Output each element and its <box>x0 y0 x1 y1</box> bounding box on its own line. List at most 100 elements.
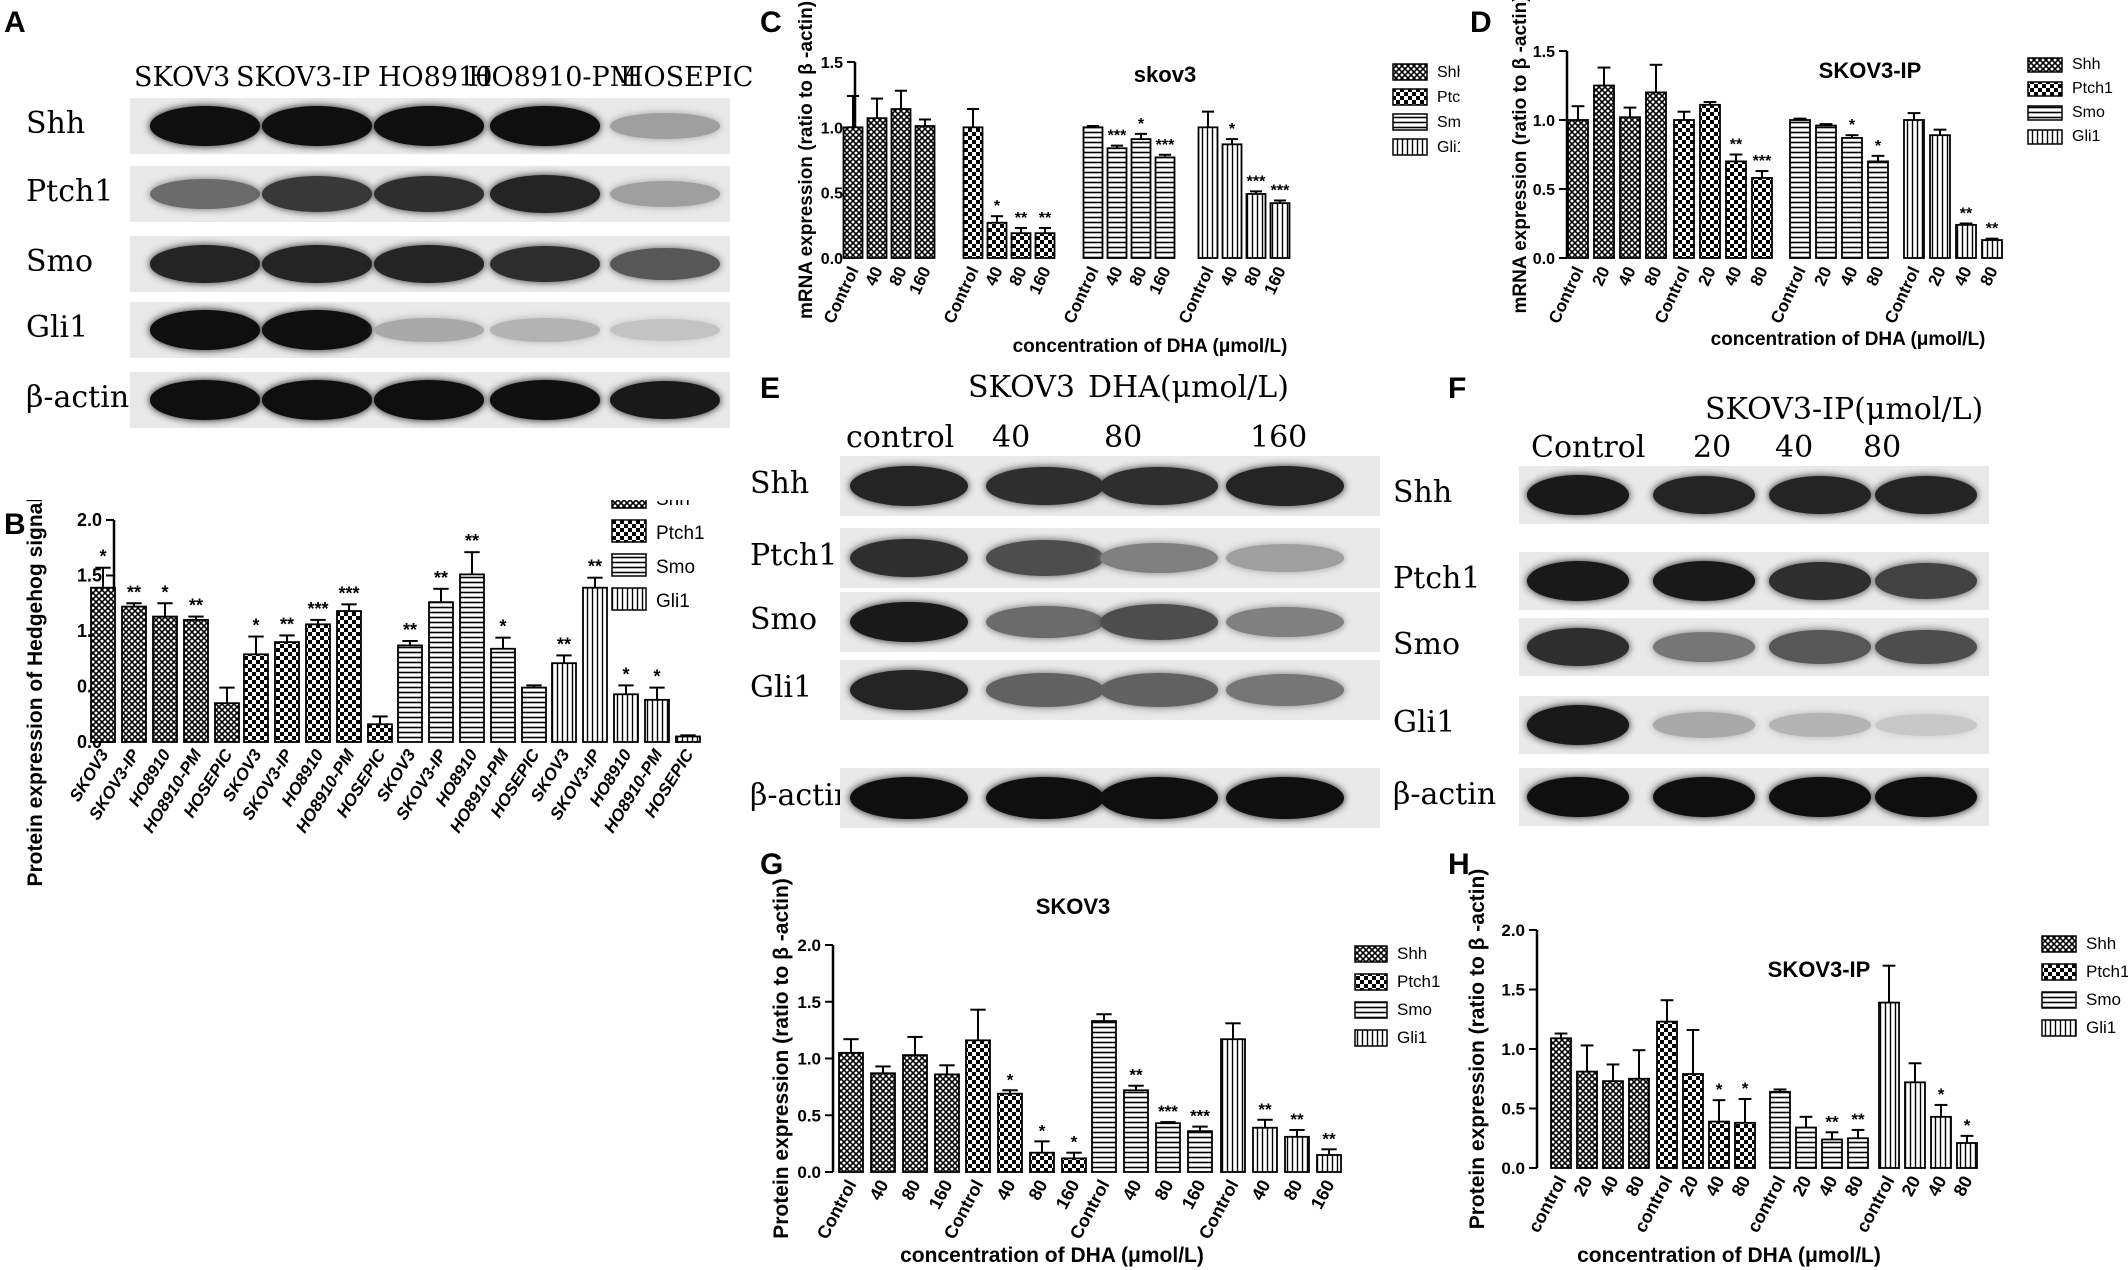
bar <box>521 686 547 743</box>
significance-label: ** <box>1986 221 1999 238</box>
significance-label: *** <box>1271 183 1290 200</box>
blot-strip <box>840 660 1380 720</box>
significance-label: ** <box>1322 1129 1336 1148</box>
blot-strip <box>1519 768 1989 826</box>
significance-label: ** <box>1730 137 1743 154</box>
bar <box>1815 124 1837 259</box>
x-tick-label: 20 <box>1675 1172 1702 1199</box>
blot-band <box>262 380 372 420</box>
blot-band <box>150 178 260 210</box>
y-tick-label: 2.0 <box>797 936 821 955</box>
x-tick-label: Control <box>813 1176 861 1242</box>
bar <box>1656 1020 1678 1169</box>
legend-label: Ptch1 <box>1397 972 1440 991</box>
x-tick-label: Control <box>1545 264 1588 327</box>
blot-band <box>1653 712 1755 738</box>
significance-label: * <box>1071 1133 1078 1152</box>
panel-label-h: H <box>1448 848 1470 881</box>
significance-label: * <box>1964 1116 1971 1135</box>
blot-band <box>1226 544 1344 572</box>
panel-label-b: B <box>4 508 26 541</box>
y-tick-label: 1.0 <box>1501 1040 1525 1059</box>
bar <box>1725 160 1747 259</box>
blot-band <box>262 245 372 283</box>
blot-strip <box>1519 466 1989 524</box>
x-tick-label: 80 <box>897 1176 924 1203</box>
y-tick-label: 1.5 <box>1533 44 1555 61</box>
legend-label: Smo <box>2072 104 2105 121</box>
lane-label: 40 <box>1775 430 1814 465</box>
blot-band <box>490 245 600 283</box>
blot-band <box>1527 561 1629 601</box>
x-tick-label: 160 <box>1178 1176 1210 1212</box>
significance-label: ** <box>1851 1110 1865 1129</box>
y-tick-label: 1.0 <box>1533 113 1555 130</box>
bar <box>1878 1001 1900 1169</box>
legend-swatch <box>2041 963 2077 981</box>
blot-band <box>262 106 372 146</box>
bar <box>90 586 116 743</box>
x-tick-label: Control <box>1175 264 1218 327</box>
bar <box>838 1051 864 1173</box>
y-tick-label: 2.0 <box>77 510 102 530</box>
western-blot-a: SKOV3 SKOV3-IP HO8910 HO8910-PM HOSEPIC Shh Pt… <box>0 0 753 450</box>
y-tick-label: 1.5 <box>821 55 843 72</box>
significance-label: * <box>99 547 106 567</box>
blot-title-unit: DHA(μmol/L) <box>1088 370 1289 405</box>
blot-band <box>1653 475 1755 515</box>
significance-label: ** <box>1039 210 1052 227</box>
x-tick-label: 80 <box>1640 264 1665 289</box>
significance-label: * <box>1039 1121 1046 1140</box>
significance-label: ** <box>127 582 141 602</box>
legend-swatch <box>2041 991 2077 1009</box>
blot-strip <box>840 528 1380 588</box>
bar <box>397 644 423 743</box>
y-tick-label: 0.0 <box>1501 1159 1525 1178</box>
blot-band <box>374 245 484 283</box>
bar <box>1904 1081 1926 1169</box>
x-tick-label: Control <box>1881 264 1924 327</box>
blot-band <box>610 181 720 207</box>
blot-band <box>490 318 600 342</box>
blot-band <box>1527 628 1629 666</box>
bar <box>490 647 516 743</box>
blot-band <box>374 380 484 420</box>
blot-band <box>150 310 260 350</box>
significance-label: ** <box>1129 1066 1143 1085</box>
significance-label: * <box>1742 1079 1749 1098</box>
x-tick-label: 20 <box>1924 264 1949 289</box>
bar <box>1956 1142 1978 1169</box>
x-tick-label: 80 <box>1279 1176 1306 1203</box>
panel-label-f: F <box>1448 372 1467 405</box>
blot-band <box>850 601 968 643</box>
legend-label: Smo <box>656 557 695 578</box>
bar <box>1220 1038 1246 1173</box>
y-axis-label: mRNA expression (ratio to β -actin) <box>1510 0 1531 314</box>
blot-band <box>490 380 600 420</box>
legend-label: Gli1 <box>2072 128 2101 145</box>
x-tick-label: 20 <box>1897 1172 1924 1199</box>
bar <box>1734 1121 1756 1169</box>
blot-band <box>490 175 600 213</box>
row-label: Gli1 <box>26 310 89 345</box>
bar <box>1284 1135 1310 1173</box>
bar <box>1029 1151 1055 1173</box>
bar <box>1751 177 1773 259</box>
bar <box>1010 232 1032 259</box>
significance-label: *** <box>1753 153 1772 170</box>
bar <box>1847 1137 1869 1169</box>
y-tick-label: 0.0 <box>797 1163 821 1182</box>
x-tick-label: 40 <box>1247 1176 1274 1203</box>
x-tick-label: 80 <box>1621 1172 1648 1199</box>
x-tick-label: 40 <box>1701 1172 1728 1199</box>
row-label: Shh <box>1393 475 1453 510</box>
bar <box>1316 1154 1342 1173</box>
significance-label: ** <box>1825 1112 1839 1131</box>
blot-band <box>610 319 720 341</box>
western-blot-f: SKOV3-IP(μmol/L) Control 20 40 80 Shh Ptch1 Smo… <box>1385 380 2005 840</box>
blot-band <box>1875 776 1977 818</box>
x-tick-label: Control <box>820 264 863 327</box>
bar <box>986 221 1008 259</box>
panel-label-c: C <box>760 6 782 39</box>
